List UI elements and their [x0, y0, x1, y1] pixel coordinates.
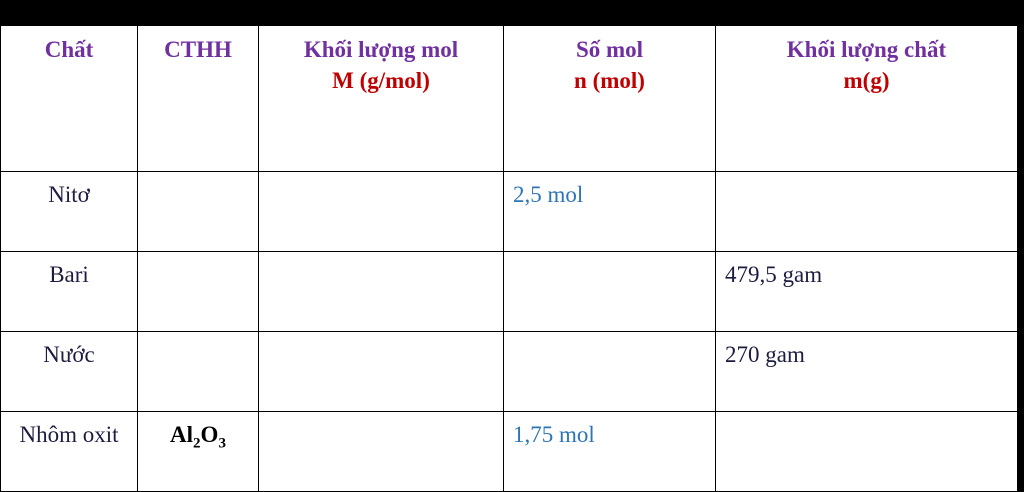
row: Bari 479,5 gam — [0, 251, 1018, 332]
header-cell: CTHH — [137, 25, 259, 172]
header-row: Chất CTHH Khối lượng mol M (g/mol) Số mol… — [0, 25, 1018, 172]
header-text: Chất — [44, 37, 94, 62]
header-cell: Khối lượng chất m(g) — [715, 25, 1018, 172]
moles-cell: 1,75 mol — [503, 411, 716, 492]
cell — [258, 251, 504, 332]
cell — [258, 171, 504, 252]
row: Nước 270 gam — [0, 331, 1018, 412]
cell — [137, 251, 259, 332]
substance-cell: Nhôm oxit — [0, 411, 138, 492]
cell — [258, 411, 504, 492]
cell — [137, 171, 259, 252]
formula-text: O — [200, 422, 219, 447]
cell — [137, 331, 259, 412]
header-text: Số mol — [575, 37, 644, 62]
header-text: Khối lượng mol — [303, 37, 459, 62]
cell — [715, 171, 1018, 252]
moles-cell: 2,5 mol — [503, 171, 716, 252]
data-table: Chất CTHH Khối lượng mol M (g/mol) Số mol… — [0, 25, 1018, 492]
formula-subscript: 3 — [218, 435, 226, 452]
header-text: CTHH — [164, 37, 232, 62]
formula-text: Al — [170, 422, 194, 447]
cell — [258, 331, 504, 412]
header-cell: Chất — [0, 25, 138, 172]
page: Chất CTHH Khối lượng mol M (g/mol) Số mol… — [0, 25, 1018, 492]
header-unit: M (g/mol) — [332, 68, 430, 93]
cell — [503, 251, 716, 332]
cell — [503, 331, 716, 412]
row: Nhôm oxit Al2O3 1,75 mol — [0, 411, 1018, 492]
substance-cell: Nước — [0, 331, 138, 412]
header-text: Khối lượng chất — [786, 37, 947, 62]
mass-cell: 270 gam — [715, 331, 1018, 412]
header-cell: Số mol n (mol) — [503, 25, 716, 172]
header-unit: m(g) — [843, 68, 890, 93]
formula-subscript: 2 — [193, 435, 201, 452]
header-cell: Khối lượng mol M (g/mol) — [258, 25, 504, 172]
formula-cell: Al2O3 — [137, 411, 259, 492]
substance-cell: Bari — [0, 251, 138, 332]
header-unit: n (mol) — [574, 68, 645, 93]
cell — [715, 411, 1018, 492]
row: Nitơ 2,5 mol — [0, 171, 1018, 252]
mass-cell: 479,5 gam — [715, 251, 1018, 332]
substance-cell: Nitơ — [0, 171, 138, 252]
